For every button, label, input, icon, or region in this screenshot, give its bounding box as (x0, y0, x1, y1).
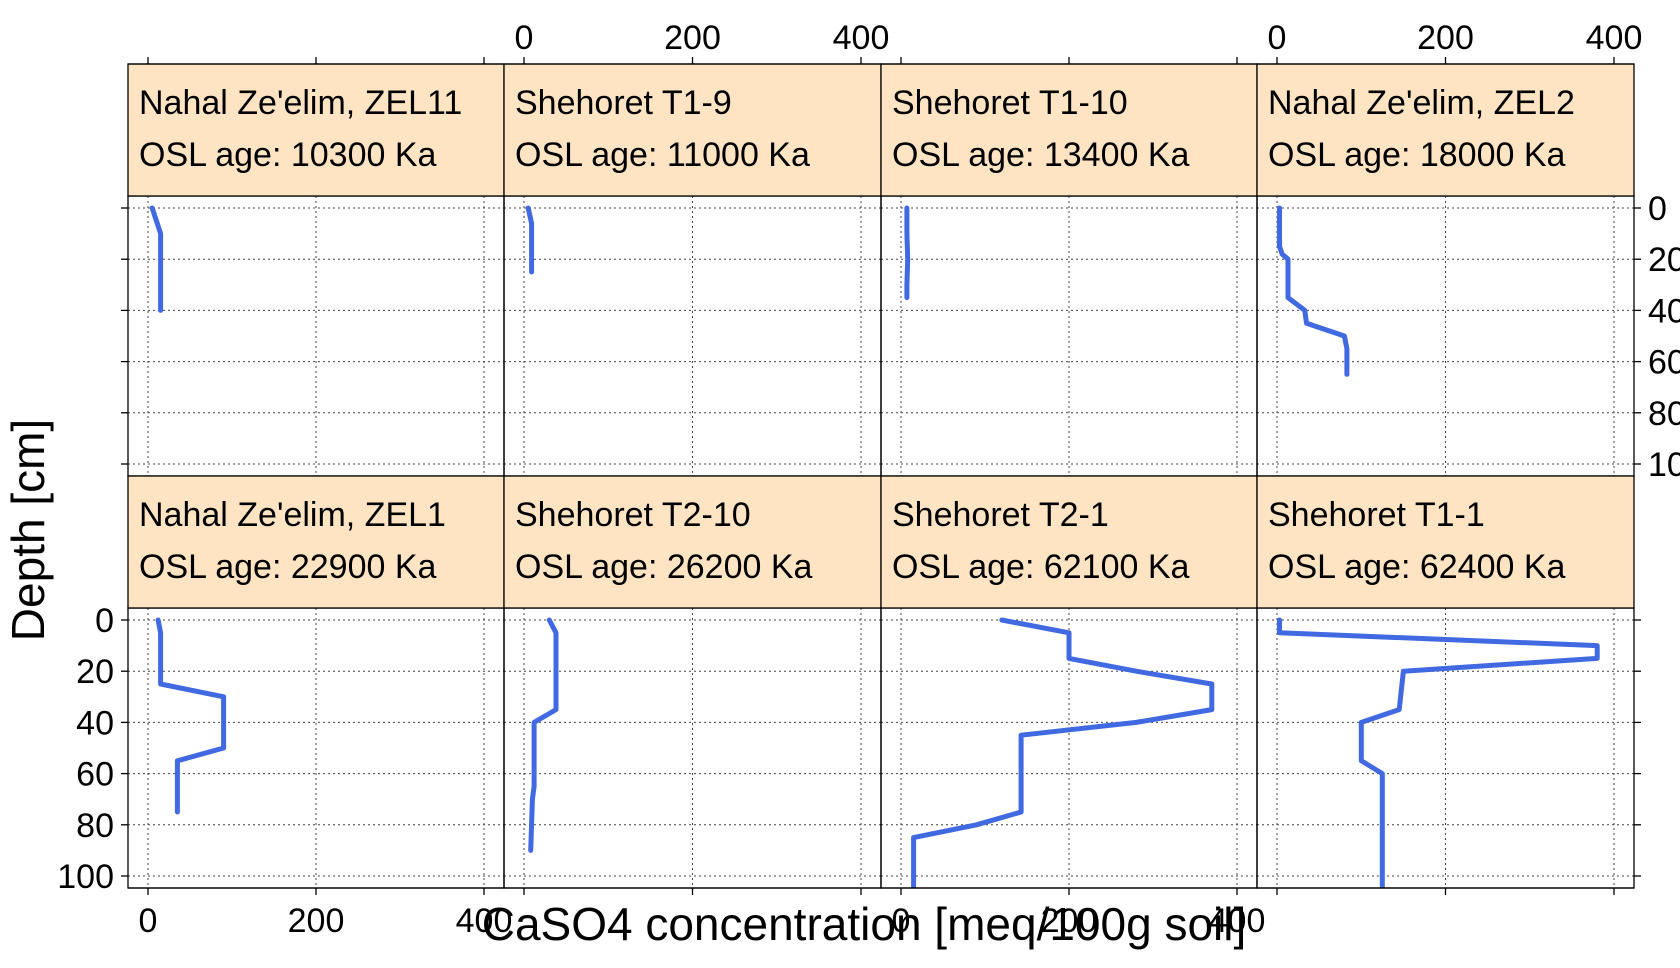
axes: 0 0 0 0 200 200 200 200 400 400 400 400 0 0 20 20 40 40 60… (57, 19, 1680, 940)
x-tick-label: 400 (833, 19, 890, 57)
x-axis-title: CaSO4 concentration [meq/100g soil] (482, 898, 1247, 950)
x-tick-label: 400 (1586, 19, 1643, 57)
panel-strips: Nahal Ze'elim, ZEL11 OSL age: 10300 Ka She… (127, 63, 1635, 609)
y-tick-label: 80 (1648, 395, 1680, 433)
x-tick-label: 200 (1041, 902, 1098, 940)
x-tick-label: 0 (515, 19, 534, 57)
strip-age: OSL age: 11000 Ka (515, 136, 810, 174)
y-tick-label: 100 (57, 858, 114, 896)
series-line (1277, 617, 1600, 888)
x-tick-label: 400 (456, 902, 513, 940)
y-tick-label: 60 (1648, 344, 1680, 382)
strip-background (127, 63, 505, 197)
series-line (1277, 205, 1350, 377)
strip-age: OSL age: 18000 Ka (1268, 136, 1566, 174)
series-line (149, 205, 164, 313)
x-tick-label: 200 (288, 902, 345, 940)
strip-title: Shehoret T2-1 (892, 496, 1109, 534)
data-lines (149, 205, 1600, 888)
y-tick-label: 80 (76, 807, 114, 845)
series-line (525, 205, 535, 275)
y-tick-label: 40 (76, 704, 114, 742)
x-tick-label: 0 (139, 902, 158, 940)
strip-age: OSL age: 62400 Ka (1268, 548, 1566, 586)
strip-background (880, 63, 1258, 197)
strip-title: Nahal Ze'elim, ZEL11 (139, 84, 462, 122)
x-tick-label: 200 (1417, 19, 1474, 57)
strip-background (1256, 475, 1635, 609)
series-line (155, 617, 227, 815)
strip-title: Shehoret T2-10 (515, 496, 751, 534)
strip-age: OSL age: 62100 Ka (892, 548, 1190, 586)
y-axis-title: Depth [cm] (2, 419, 54, 641)
x-tick-label: 0 (1268, 19, 1287, 57)
y-tick-label: 0 (95, 602, 114, 640)
strip-background (1256, 63, 1635, 197)
strip-age: OSL age: 13400 Ka (892, 136, 1190, 174)
y-tick-label: 60 (76, 756, 114, 794)
strip-background (503, 63, 882, 197)
y-tick-label: 40 (1648, 292, 1680, 330)
y-tick-label: 0 (1648, 190, 1667, 228)
strip-title: Shehoret T1-9 (515, 84, 732, 122)
x-tick-label: 200 (664, 19, 721, 57)
strip-age: OSL age: 26200 Ka (515, 548, 813, 586)
strip-background (880, 475, 1258, 609)
y-tick-label: 100 (1648, 446, 1680, 484)
y-tick-label: 20 (1648, 241, 1680, 279)
strip-title: Nahal Ze'elim, ZEL2 (1268, 84, 1575, 122)
strip-age: OSL age: 22900 Ka (139, 548, 437, 586)
strip-title: Shehoret T1-10 (892, 84, 1128, 122)
strip-title: Shehoret T1-1 (1268, 496, 1485, 534)
series-line (528, 617, 559, 853)
x-tick-label: 0 (892, 902, 911, 940)
strip-title: Nahal Ze'elim, ZEL1 (139, 496, 446, 534)
y-tick-label: 20 (76, 653, 114, 691)
series-line (904, 205, 911, 301)
x-tick-label: 400 (1209, 902, 1266, 940)
series-line (911, 617, 1215, 888)
strip-background (127, 475, 505, 609)
strip-background (503, 475, 882, 609)
strip-age: OSL age: 10300 Ka (139, 136, 437, 174)
